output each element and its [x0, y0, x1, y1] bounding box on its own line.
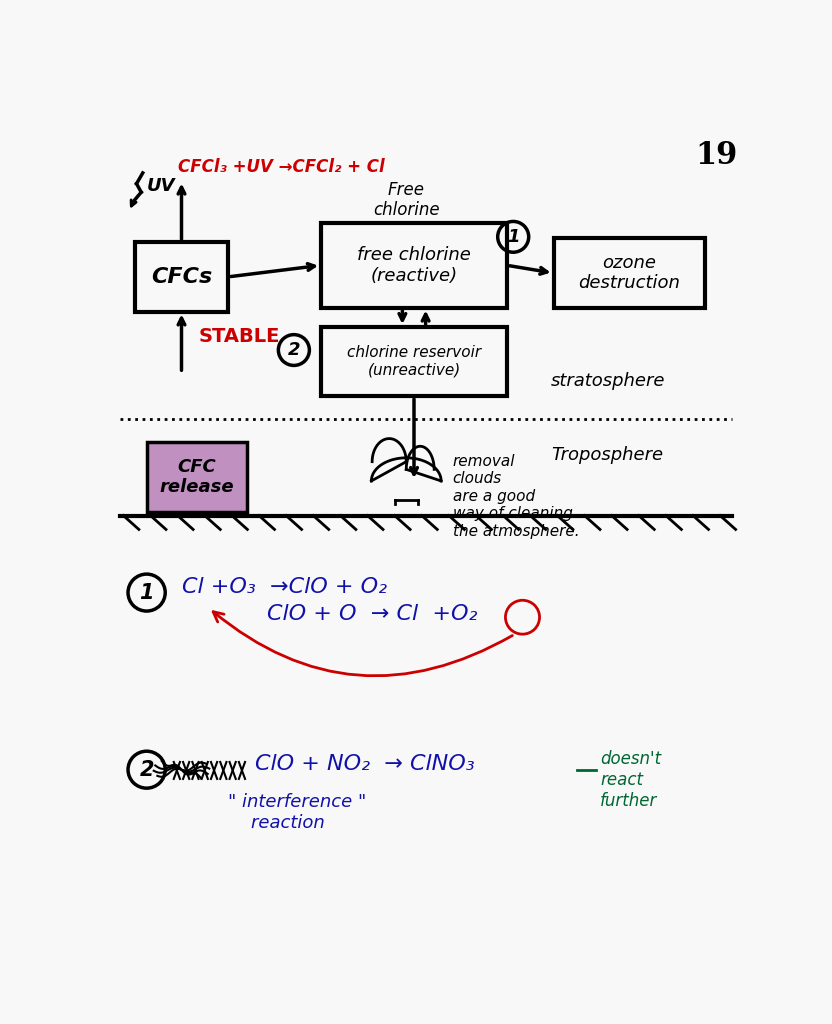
Bar [321, 223, 507, 307]
Text: " interference "
    reaction: " interference " reaction [228, 793, 366, 831]
Text: free chlorine
(reactive): free chlorine (reactive) [357, 246, 471, 285]
Text: Free
chlorine: Free chlorine [373, 180, 439, 219]
Text: ClO + O  → Cl  +O₂: ClO + O → Cl +O₂ [267, 604, 477, 625]
Text: UV: UV [146, 177, 175, 195]
Text: chlorine reservoir
(unreactive): chlorine reservoir (unreactive) [347, 345, 481, 378]
FancyArrowPatch shape [213, 611, 513, 676]
Bar [321, 327, 507, 396]
Bar [135, 243, 228, 311]
Text: removal
clouds
are a good
way of cleaning
the atmosphere.: removal clouds are a good way of cleanin… [453, 454, 579, 539]
Bar [146, 442, 247, 512]
Text: ozone
destruction: ozone destruction [578, 254, 680, 293]
Text: 2: 2 [140, 760, 154, 779]
Text: stratosphere: stratosphere [551, 372, 665, 390]
Text: STABLE: STABLE [199, 327, 280, 346]
Text: Troposphere: Troposphere [552, 446, 664, 464]
Text: CFCl₃ +UV →CFCl₂ + Cl: CFCl₃ +UV →CFCl₂ + Cl [177, 158, 384, 175]
Text: 19: 19 [695, 140, 737, 171]
Text: CFCs: CFCs [151, 267, 212, 287]
Text: 1: 1 [140, 583, 154, 602]
Bar [553, 239, 705, 307]
Text: 2: 2 [288, 341, 300, 359]
Text: CFC
release: CFC release [160, 458, 235, 497]
Text: ClO + NO₂  → ClNO₃: ClO + NO₂ → ClNO₃ [255, 755, 475, 774]
Text: 1: 1 [507, 228, 519, 246]
Text: doesn't
react
further: doesn't react further [600, 751, 661, 810]
Text: Cl +O₃  →ClO + O₂: Cl +O₃ →ClO + O₂ [181, 578, 387, 597]
